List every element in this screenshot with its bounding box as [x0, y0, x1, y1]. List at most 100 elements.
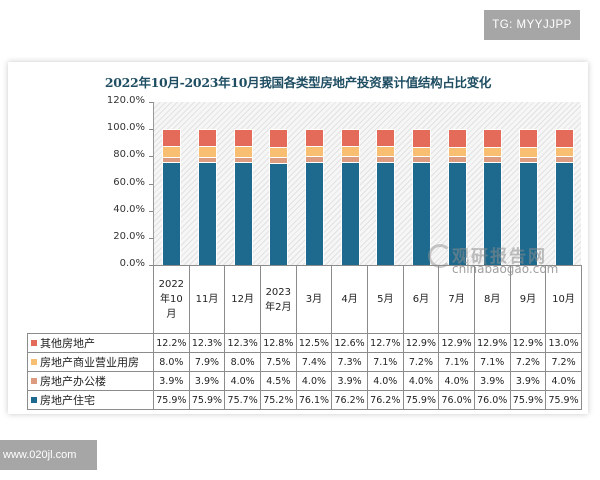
y-tick-label: 0.0%: [119, 258, 145, 269]
bar-segment: [270, 156, 288, 163]
category-header: 7月: [438, 265, 475, 334]
table-cell: 12.9%: [438, 333, 475, 353]
bar-segment: [413, 161, 430, 265]
table-cell: 7.3%: [331, 352, 368, 372]
table-row: 房地产住宅 75.9% 75.9% 75.7% 75.2% 76.1% 76.2% 76.2%…: [27, 390, 582, 410]
bar-segment: [413, 156, 430, 162]
bar-segment: [270, 146, 288, 157]
table-cell: 4.0%: [545, 371, 582, 391]
bar-segment: [377, 146, 395, 157]
table-cell: 75.9%: [545, 390, 582, 410]
stacked-bar: [555, 129, 573, 265]
bar-segment: [163, 161, 181, 265]
table-cell: 7.2%: [402, 352, 440, 372]
bar-segment: [448, 146, 466, 157]
table-cell: 75.9%: [188, 390, 226, 410]
table-cell: 7.2%: [545, 352, 582, 372]
y-tick-mark: [149, 129, 153, 131]
bar-segment: [163, 129, 181, 146]
bar-segment: [341, 161, 359, 265]
bar-segment: [306, 161, 323, 265]
table-cell: 7.9%: [188, 352, 226, 372]
table-cell: 12.3%: [224, 333, 261, 353]
table-cell: 7.1%: [438, 352, 475, 372]
bar-segment: [555, 161, 573, 265]
bar-segment: [199, 129, 216, 146]
table-cell: 4.0%: [438, 371, 475, 391]
y-tick-label: 20.0%: [113, 230, 145, 242]
table-cell: 12.2%: [153, 333, 190, 353]
category-header: 10月: [545, 265, 582, 334]
table-cell: 7.2%: [509, 352, 547, 372]
legend-label: 房地产办公楼: [40, 375, 106, 388]
bar-segment: [448, 161, 466, 265]
category-header: 12月: [224, 265, 261, 334]
stacked-bar: [306, 129, 323, 265]
table-cell: 4.0%: [366, 371, 404, 391]
bar-segment: [341, 129, 359, 147]
watermark-badge-tg: TG: MYYJJPP: [484, 10, 580, 40]
bar-segment: [448, 129, 466, 147]
table-cell: 12.8%: [259, 333, 297, 353]
table-cell: 76.1%: [295, 390, 333, 410]
stacked-bar: [484, 129, 502, 265]
table-cell: 3.9%: [153, 371, 190, 391]
bar-segment: [270, 162, 288, 265]
y-tick-mark: [149, 210, 153, 212]
table-cell: 3.9%: [188, 371, 226, 391]
bar-segment: [163, 156, 181, 162]
table-cell: 8.0%: [153, 352, 190, 372]
data-table: 2022年10月 11月 12月 2023年2月 3月 4月 5月 6月 7月 8月 9月 10月 其他…: [27, 265, 582, 410]
legend-entry: 房地产住宅: [27, 390, 154, 410]
bar-segment: [234, 162, 252, 265]
table-corner: [27, 265, 154, 334]
legend-entry: 其他房地产: [27, 333, 154, 353]
table-cell: 7.1%: [473, 352, 511, 372]
table-cell: 12.5%: [295, 333, 333, 353]
y-tick-label: 100.0%: [106, 122, 145, 134]
bar-segment: [341, 156, 359, 162]
bar-segment: [306, 146, 323, 157]
table-cell: 7.5%: [259, 352, 297, 372]
table-cell: 8.0%: [224, 352, 261, 372]
table-cell: 3.9%: [509, 371, 547, 391]
stacked-bar: [270, 129, 288, 265]
legend-entry: 房地产商业营业用房: [27, 352, 154, 372]
bar-segment: [199, 145, 216, 157]
table-cell: 4.5%: [259, 371, 297, 391]
bar-segment: [377, 156, 395, 162]
bar-segment: [555, 146, 573, 157]
bar-segment: [306, 156, 323, 162]
stacked-bar: [199, 129, 216, 265]
bar-segment: [199, 156, 216, 162]
table-cell: 75.7%: [224, 390, 261, 410]
category-header: 2022年10月: [153, 265, 190, 334]
bar-segment: [555, 156, 573, 162]
table-cell: 13.0%: [545, 333, 582, 353]
bar-segment: [484, 129, 502, 147]
category-header: 4月: [331, 265, 368, 334]
y-tick-label: 80.0%: [113, 149, 145, 161]
table-cell: 4.0%: [402, 371, 440, 391]
legend-swatch-icon: [31, 359, 37, 365]
table-cell: 7.1%: [366, 352, 404, 372]
bar-segment: [377, 161, 395, 265]
category-header: 5月: [366, 265, 404, 334]
category-header: 2023年2月: [259, 265, 297, 334]
bar-segment: [484, 161, 502, 265]
bar-segment: [413, 146, 430, 157]
bar-segment: [448, 156, 466, 162]
stacked-bar: [520, 129, 537, 265]
table-cell: 75.9%: [402, 390, 440, 410]
stacked-bar: [234, 129, 252, 265]
table-row: 房地产办公楼 3.9% 3.9% 4.0% 4.5% 4.0% 3.9% 4.0% 4.0% 4.…: [27, 371, 582, 391]
bar-segment: [234, 129, 252, 146]
table-cell: 75.9%: [509, 390, 547, 410]
y-tick-mark: [149, 156, 153, 158]
table-cell: 12.9%: [402, 333, 440, 353]
y-tick-mark: [149, 102, 153, 103]
table-cell: 76.2%: [331, 390, 368, 410]
bar-segment: [484, 156, 502, 162]
table-cell: 12.3%: [188, 333, 226, 353]
table-cell: 12.9%: [473, 333, 511, 353]
